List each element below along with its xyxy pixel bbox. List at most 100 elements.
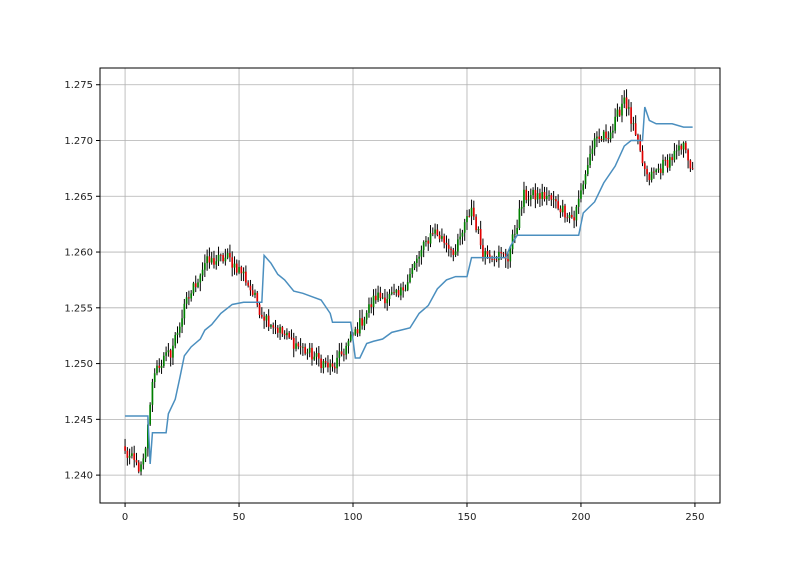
candle-body-down bbox=[687, 150, 689, 161]
candle-body-up bbox=[167, 350, 170, 353]
candle-body-up bbox=[577, 198, 580, 207]
candle-body-up bbox=[390, 292, 393, 294]
candle-body-down bbox=[288, 332, 291, 338]
candle-body-up bbox=[363, 319, 366, 326]
candle-body-down bbox=[479, 229, 482, 246]
candle-body-up bbox=[420, 249, 423, 257]
candle-body-down bbox=[222, 255, 224, 262]
candle-body-down bbox=[260, 314, 263, 317]
candle-body-down bbox=[158, 365, 161, 368]
candle-body-down bbox=[468, 216, 471, 217]
candle-body-up bbox=[415, 258, 418, 263]
candle-body-down bbox=[598, 136, 601, 139]
candle-body-down bbox=[539, 193, 541, 199]
candle-body-up bbox=[144, 448, 147, 459]
candle-body-down bbox=[304, 346, 307, 354]
candle-body-up bbox=[386, 299, 389, 304]
candle-body-up bbox=[395, 289, 398, 293]
candle-body-down bbox=[267, 315, 270, 327]
candle-body-down bbox=[559, 208, 562, 213]
candle-body-down bbox=[297, 343, 300, 347]
candle-body-up bbox=[156, 365, 158, 374]
candle-body-down bbox=[653, 171, 655, 173]
candle-body-up bbox=[224, 257, 227, 262]
candle-body-down bbox=[684, 142, 687, 151]
candle-body-up bbox=[210, 258, 213, 263]
candle-body-down bbox=[219, 254, 222, 256]
candle-body-up bbox=[286, 332, 288, 336]
candle-body-up bbox=[441, 236, 443, 239]
candle-body-up bbox=[582, 184, 585, 191]
candle-body-up bbox=[461, 232, 464, 237]
candle-body-down bbox=[625, 97, 628, 109]
candle-body-down bbox=[393, 292, 395, 294]
candle-body-up bbox=[545, 195, 548, 200]
candle-body-up bbox=[315, 353, 318, 357]
y-tick-label: 1.245 bbox=[64, 415, 93, 426]
candle-body-up bbox=[178, 326, 181, 333]
candle-body-down bbox=[600, 138, 603, 140]
candle-body-down bbox=[374, 295, 377, 301]
candle-body-down bbox=[311, 347, 313, 360]
candle-body-up bbox=[345, 345, 348, 355]
candle-body-down bbox=[637, 134, 639, 140]
candle-body-up bbox=[612, 130, 614, 133]
candle-body-down bbox=[397, 289, 400, 296]
candle-body-down bbox=[299, 346, 302, 348]
axis-ticks: 0 50 100 150 200 250 1.240 1.245 1.250 1.255 1.260… bbox=[64, 80, 704, 523]
candle-body-down bbox=[324, 361, 327, 363]
candle-body-down bbox=[356, 329, 359, 334]
y-tick-label: 1.265 bbox=[64, 192, 93, 203]
candle-body-up bbox=[568, 214, 571, 218]
candle-body-up bbox=[614, 116, 617, 131]
candle-body-up bbox=[627, 107, 630, 109]
candle-body-down bbox=[126, 450, 129, 458]
candle-body-down bbox=[247, 282, 250, 286]
candle-body-down bbox=[689, 160, 692, 169]
candle-body-up bbox=[682, 142, 685, 150]
candle-body-up bbox=[459, 236, 462, 240]
candle-body-down bbox=[607, 138, 610, 140]
candle-body-up bbox=[151, 381, 154, 405]
candle-body-up bbox=[675, 150, 678, 152]
candle-body-up bbox=[678, 145, 680, 151]
candle-body-up bbox=[650, 171, 653, 181]
series-line bbox=[125, 106, 693, 465]
candle-body-up bbox=[270, 325, 272, 327]
candle-body-down bbox=[450, 248, 452, 250]
candle-body-up bbox=[372, 295, 375, 308]
candle-body-down bbox=[643, 163, 646, 169]
candle-body-down bbox=[272, 325, 275, 328]
candle-body-up bbox=[454, 251, 457, 255]
candle-body-up bbox=[609, 132, 612, 140]
candle-body-up bbox=[176, 332, 179, 335]
candle-body-up bbox=[596, 136, 598, 139]
candle-body-up bbox=[575, 206, 578, 221]
candle-body-up bbox=[668, 157, 671, 168]
candle-body-down bbox=[124, 446, 126, 451]
candle-body-down bbox=[331, 363, 334, 367]
y-tick-label: 1.255 bbox=[64, 303, 93, 314]
candle-body-up bbox=[295, 343, 297, 349]
candle-body-up bbox=[527, 199, 530, 201]
candle-body-down bbox=[292, 338, 295, 349]
candle-body-up bbox=[149, 404, 152, 425]
candle-body-up bbox=[520, 206, 523, 209]
candle-body-down bbox=[557, 201, 560, 209]
candle-body-up bbox=[192, 283, 195, 294]
candle-body-up bbox=[463, 222, 466, 233]
candle-body-up bbox=[377, 292, 379, 301]
candle-body-up bbox=[313, 356, 316, 360]
candle-body-up bbox=[388, 293, 391, 300]
candle-body-down bbox=[361, 318, 363, 326]
candle-body-down bbox=[245, 271, 247, 283]
candle-body-down bbox=[135, 459, 138, 463]
candle-body-down bbox=[281, 327, 284, 334]
candle-body-up bbox=[536, 193, 539, 200]
y-tick-label: 1.270 bbox=[64, 136, 93, 147]
candle-body-up bbox=[593, 138, 596, 149]
candle-body-down bbox=[229, 252, 231, 258]
candle-body-down bbox=[169, 350, 172, 358]
candle-body-down bbox=[340, 351, 343, 355]
candle-body-up bbox=[160, 365, 163, 368]
